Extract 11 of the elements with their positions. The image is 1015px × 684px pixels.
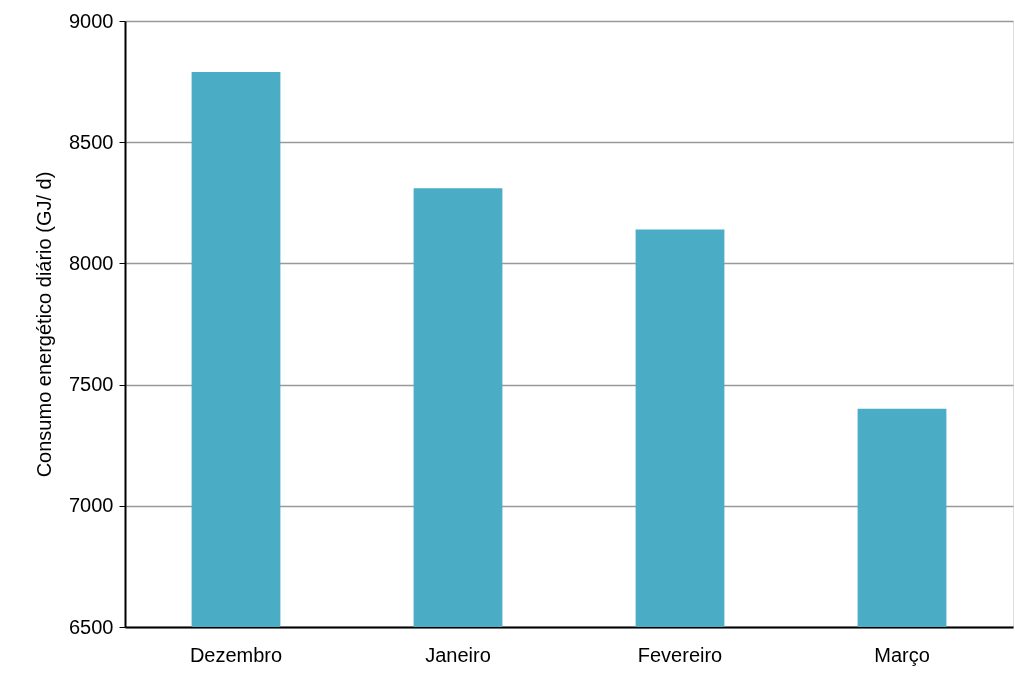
x-tick-label: Dezembro xyxy=(189,643,283,666)
y-tick-label: 7000 xyxy=(69,494,114,517)
y-tick-label: 6500 xyxy=(69,615,114,638)
y-tick-label: 9000 xyxy=(69,9,114,32)
x-tick-label: Março xyxy=(874,643,930,666)
y-tick-label: 8000 xyxy=(69,251,114,274)
x-tick-label: Fevereiro xyxy=(637,643,723,666)
y-tick-label: 8500 xyxy=(69,130,114,153)
y-tick-label: 7500 xyxy=(69,373,114,396)
x-tick-label: Janeiro xyxy=(425,643,491,666)
y-axis-title: Consumo energético diário (GJ/ d) xyxy=(33,171,56,478)
